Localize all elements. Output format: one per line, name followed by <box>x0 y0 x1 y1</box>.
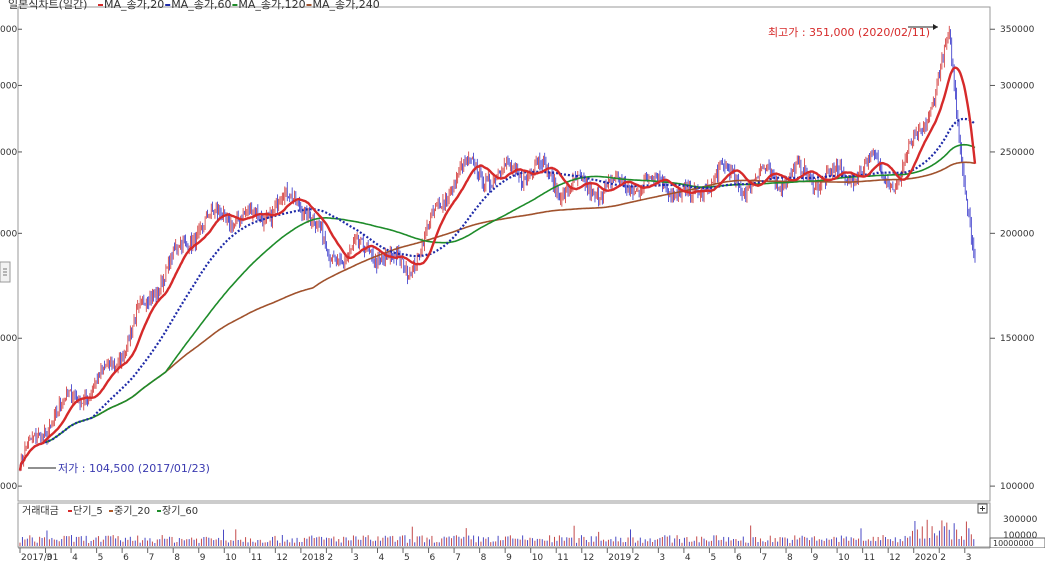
handle-grip-icon <box>3 268 7 276</box>
date-tick-label: 2 <box>634 553 640 563</box>
legend-label-1: MA_종가,60 <box>171 0 231 11</box>
date-tick-label: 9 <box>200 553 206 563</box>
date-tick-label: 2 <box>940 553 946 563</box>
date-tick-label: 12 <box>583 553 594 563</box>
legend: MA_종가,20 MA_종가,60 MA_종가,120 MA_종가,240 <box>98 0 380 11</box>
price-panel-frame <box>17 6 991 502</box>
date-tick-label: 9 <box>506 553 512 563</box>
date-tick-label: 3 <box>966 553 972 563</box>
volume-legend: 단기_5 중기_20 장기_60 <box>68 505 198 517</box>
date-tick-label: 2017/01 <box>21 553 58 563</box>
date-tick-label: 6 <box>736 553 742 563</box>
chart-title: 일본식차트(일간) <box>8 0 87 11</box>
date-tick-label: 4 <box>378 553 384 563</box>
date-tick-label: 6 <box>430 553 436 563</box>
low-annotation: 저가 : 104,500 (2017/01/23) <box>58 462 210 475</box>
volume-panel-frame <box>17 502 991 548</box>
price-tick-label: 150000 <box>1000 334 1035 344</box>
legend-label-2: MA_종가,120 <box>238 0 305 11</box>
date-axis: 2017/013 4 5 6 7 8 9 10 11 12 2018 2 3 4 5 6 7 8 9 10 11 12 20… <box>19 548 972 563</box>
date-tick-label: 2018 <box>302 553 325 563</box>
date-axis-corner <box>990 548 1045 564</box>
ma-line-120 <box>19 143 976 471</box>
left-tick-label: 000 <box>0 334 17 344</box>
date-tick-label: 10 <box>838 553 850 563</box>
date-tick-label: 7 <box>762 553 768 563</box>
moving-averages-layer <box>18 66 977 471</box>
date-tick-label: 6 <box>123 553 129 563</box>
legend-label-0: MA_종가,20 <box>104 0 164 11</box>
date-tick-label: 11 <box>864 553 875 563</box>
volume-tick-300000: 300000 <box>1003 515 1038 525</box>
volume-bars-layer <box>19 519 975 546</box>
date-tick-label: 3 <box>659 553 665 563</box>
date-tick-label: 12 <box>276 553 287 563</box>
date-tick-label: 2019 <box>608 553 631 563</box>
date-tick-label: 2 <box>327 553 333 563</box>
left-tick-label: 000 <box>0 482 17 492</box>
date-tick-label: 9 <box>813 553 819 563</box>
date-tick-label: 7 <box>149 553 155 563</box>
price-tick-label: 200000 <box>1000 229 1035 239</box>
date-tick-label: 11 <box>557 553 568 563</box>
date-tick-label: 11 <box>251 553 262 563</box>
ma-line-20 <box>18 66 977 471</box>
date-tick-label: 10 <box>532 553 544 563</box>
date-tick-label: 4 <box>72 553 78 563</box>
legend-label-3: MA_종가,240 <box>313 0 380 11</box>
date-tick-label: 8 <box>174 553 180 563</box>
volume-legend-label-2: 장기_60 <box>162 505 198 517</box>
left-tick-label: 000 <box>0 81 17 91</box>
price-tick-label: 350000 <box>1000 25 1035 35</box>
volume-title: 거래대금 <box>22 505 59 517</box>
price-axis: 100000 150000 200000 250000 300000 350000 <box>990 25 1035 492</box>
ma-line-60 <box>18 117 976 471</box>
volume-unit-label: 10000000 <box>993 539 1034 548</box>
price-tick-label: 300000 <box>1000 81 1035 91</box>
date-tick-label: 12 <box>889 553 900 563</box>
date-tick-label: 5 <box>404 553 410 563</box>
date-tick-label: 8 <box>787 553 793 563</box>
price-tick-label: 250000 <box>1000 148 1035 158</box>
date-tick-label: 5 <box>98 553 104 563</box>
left-tick-label: 000 <box>0 229 17 239</box>
high-arrow-head <box>933 24 938 30</box>
volume-legend-label-1: 중기_20 <box>114 505 150 517</box>
left-tick-label: 000 <box>0 25 17 35</box>
plus-icon <box>980 506 985 511</box>
date-tick-label: 2020 <box>915 553 938 563</box>
volume-legend-label-0: 단기_5 <box>73 505 103 517</box>
date-tick-label: 7 <box>455 553 461 563</box>
date-tick-label: 3 <box>47 553 53 563</box>
date-tick-label: 5 <box>710 553 716 563</box>
date-tick-label: 3 <box>353 553 359 563</box>
high-annotation: 최고가 : 351,000 (2020/02/11) <box>768 26 930 39</box>
date-tick-label: 8 <box>481 553 487 563</box>
volume-tick-100000: 100000 <box>1003 531 1038 541</box>
left-tick-label: 000 <box>0 148 17 158</box>
left-axis: 000 000 000 000 000 000 <box>0 25 22 492</box>
price-tick-label: 100000 <box>1000 482 1035 492</box>
date-tick-label: 4 <box>685 553 691 563</box>
date-tick-label: 10 <box>225 553 237 563</box>
